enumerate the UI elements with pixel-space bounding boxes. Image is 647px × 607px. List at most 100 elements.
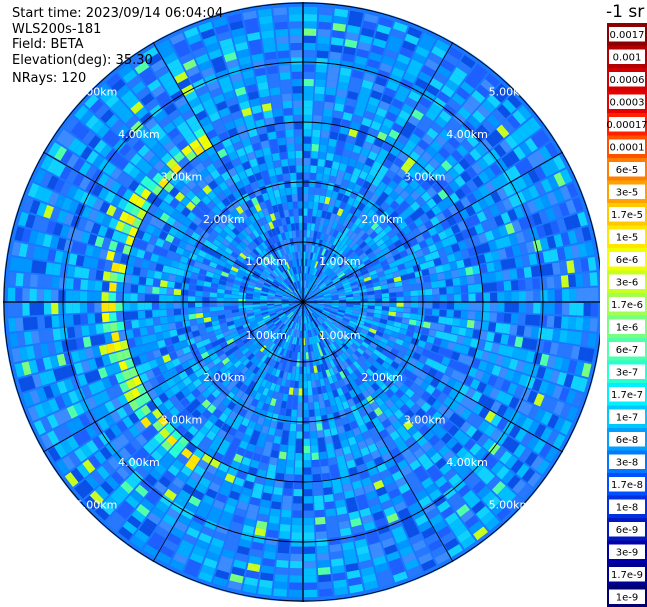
range-gate (116, 273, 126, 283)
range-gate (363, 580, 379, 591)
range-gate (374, 76, 388, 87)
range-gate (497, 344, 508, 356)
range-gate (108, 374, 119, 387)
range-gate (368, 410, 378, 421)
range-gate (115, 84, 131, 99)
range-gate (79, 302, 88, 313)
range-gate (279, 151, 288, 160)
range-gate (429, 274, 439, 282)
range-gate (338, 293, 346, 297)
range-gate (264, 154, 273, 163)
range-gate (295, 158, 303, 166)
range-gate (296, 165, 303, 173)
range-gate (536, 224, 547, 238)
range-gate (307, 281, 311, 289)
range-gate (359, 559, 373, 570)
range-gate (101, 281, 110, 292)
range-gate (215, 264, 224, 271)
range-gate (421, 32, 437, 45)
range-gate (416, 314, 425, 321)
range-gate (130, 438, 142, 451)
range-gate (100, 109, 114, 124)
range-gate (159, 309, 167, 317)
range-gate (365, 334, 374, 342)
range-gate (108, 352, 118, 364)
range-gate (204, 225, 214, 234)
range-gate (336, 387, 344, 396)
range-gate (518, 373, 529, 387)
range-gate (489, 292, 498, 302)
range-gate (349, 363, 358, 372)
range-gate (366, 199, 375, 209)
range-gate (224, 247, 233, 255)
range-gate (437, 500, 451, 513)
range-gate (315, 357, 320, 366)
range-gate (375, 387, 385, 397)
range-gate (141, 361, 152, 372)
range-gate (386, 320, 395, 326)
range-gate (418, 71, 432, 84)
range-gate (402, 241, 412, 250)
range-gate (274, 296, 282, 299)
range-gate (174, 315, 183, 322)
range-gate (245, 83, 258, 94)
range-gate (282, 255, 288, 263)
range-gate (396, 244, 406, 253)
range-gate (387, 352, 397, 361)
range-gate (233, 247, 242, 256)
range-gate (349, 174, 359, 184)
range-gate (270, 284, 279, 289)
range-gate (526, 153, 540, 168)
range-gate (388, 335, 397, 343)
range-gate (514, 161, 528, 176)
range-gate (328, 335, 335, 343)
range-gate (217, 259, 226, 267)
range-gate (252, 534, 266, 544)
range-gate (430, 452, 443, 464)
range-gate (242, 583, 257, 594)
range-gate (259, 201, 267, 210)
range-gate (249, 436, 259, 446)
range-gate (477, 198, 489, 210)
range-gate (445, 317, 454, 326)
range-gate (383, 225, 393, 234)
range-gate (380, 201, 390, 211)
range-gate (125, 329, 134, 339)
range-gate (428, 157, 440, 170)
range-gate (370, 373, 380, 383)
range-gate (513, 206, 525, 219)
range-gate (159, 346, 169, 356)
range-gate (260, 272, 268, 279)
range-gate (399, 235, 409, 245)
range-gate (410, 296, 419, 302)
range-gate (244, 369, 252, 378)
range-gate (303, 100, 313, 108)
range-gate (262, 192, 270, 202)
range-gate (183, 162, 194, 174)
range-gate (458, 433, 471, 446)
range-gate (49, 382, 61, 397)
range-gate (70, 350, 81, 363)
range-gate (374, 517, 388, 528)
range-gate (115, 372, 126, 384)
range-gate (448, 400, 460, 412)
range-gate (230, 386, 240, 395)
range-gate (291, 64, 303, 72)
range-gate (337, 133, 348, 142)
range-gate (171, 429, 183, 441)
range-gate (442, 172, 454, 184)
range-gate (280, 256, 286, 264)
range-gate (130, 284, 139, 293)
range-gate (167, 464, 180, 477)
range-gate (345, 270, 353, 277)
range-gate (521, 254, 531, 267)
range-gate (404, 409, 415, 420)
range-gate (309, 237, 313, 246)
range-gate (431, 281, 439, 289)
range-gate (358, 186, 368, 196)
range-gate (446, 216, 457, 227)
range-gate (141, 335, 150, 345)
range-gate (269, 273, 277, 280)
range-gate (205, 146, 217, 157)
range-gate (344, 289, 353, 293)
